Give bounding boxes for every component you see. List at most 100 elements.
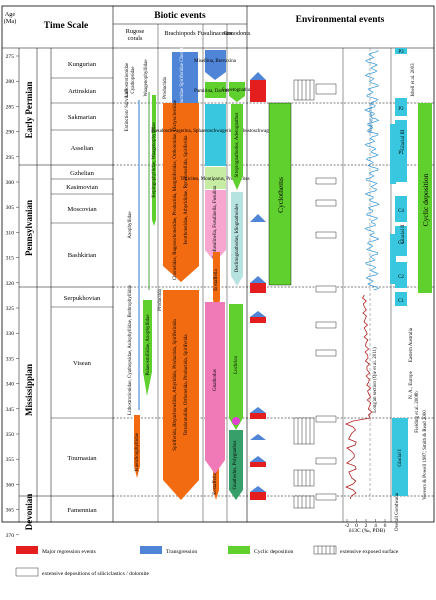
brach-blue-top bbox=[172, 52, 198, 110]
age-tick-label: 285 bbox=[6, 104, 15, 110]
rugose-extinction: Extinction/ Survival? bbox=[125, 88, 130, 131]
age-axis-ticks: 275 280 285 290 295 300 305 310 315 320 325 330 335 3… bbox=[6, 54, 19, 539]
stage-serpukhovian: Serpukhovian bbox=[64, 295, 101, 302]
legend-siliciclastics: extensive depositions of siliciclastics … bbox=[42, 570, 150, 577]
ref-gondwana: Overall Gondwana bbox=[395, 492, 400, 531]
delta-tick-label: 6 bbox=[384, 523, 387, 529]
rugose-orange-bar bbox=[134, 415, 140, 478]
biotic-title: Biotic events bbox=[154, 11, 206, 21]
period-devonian: Devonian bbox=[24, 494, 34, 531]
fus-misellina: Misellina, Brevaxina bbox=[194, 59, 237, 64]
brach-productida-top: Productida bbox=[163, 76, 168, 98]
stage-famennian: Famennian bbox=[67, 507, 97, 514]
age-tick-label: 345 bbox=[6, 407, 15, 413]
conodonts-title: Conodonts bbox=[224, 30, 251, 37]
glacial-c4: C4 bbox=[398, 209, 404, 214]
cono-lochriea-bar bbox=[229, 304, 243, 430]
fus-cyan bbox=[205, 104, 226, 166]
brach-productida: Productida bbox=[158, 288, 163, 310]
cyclothems-label: Cyclothems bbox=[276, 177, 285, 213]
rugose-kepingophyllidae: Kepingophyllidae, Waagenophyllidae bbox=[152, 122, 157, 198]
cono-declinognathodus: Declinognathodus, Idiognathoides bbox=[235, 204, 240, 273]
delta-tick-label: 0 bbox=[355, 523, 358, 529]
ref-isbell: Isbell et al. 2003 bbox=[411, 63, 416, 97]
brach-top-label: Linoproductidae Spiriferidae Chonetidae bbox=[180, 38, 185, 121]
age-tick-label: 310 bbox=[6, 230, 15, 236]
rugose-title-1: Rugose bbox=[126, 28, 145, 35]
age-tick-label: 325 bbox=[6, 306, 15, 312]
delta-tick-label: -2 bbox=[345, 523, 350, 529]
age-tick-label: 305 bbox=[6, 205, 15, 211]
period-pennsylvanian: Pennsylvanian bbox=[24, 200, 34, 256]
stage-gzhelian: Gzhelian bbox=[70, 170, 95, 177]
exposed-surface-hatch bbox=[297, 80, 311, 508]
delta-tick-label: 2 bbox=[365, 523, 368, 529]
fus-orange bbox=[213, 252, 220, 312]
exposed-surface-boxes bbox=[293, 79, 315, 509]
stage-kasimovian: Kasimovian bbox=[66, 184, 99, 191]
stage-tournasian: Tournasian bbox=[67, 455, 97, 462]
delta-axis-ticks: -2 0 2 4 6 bbox=[345, 519, 387, 529]
legend-cyclic: Cyclic deposition bbox=[254, 549, 294, 555]
age-tick-label: 275 bbox=[6, 54, 15, 60]
cono-gnathodus: Gnathodus bbox=[213, 369, 218, 391]
rugose-lithostrotionidae-list: Lithostrotionidae, Cyathopsidae, Aulophy… bbox=[128, 284, 133, 415]
cono-green-top bbox=[229, 82, 245, 102]
glacial-p2: P2 bbox=[398, 107, 404, 112]
cono-siphonodella-marker bbox=[232, 417, 240, 425]
legend-regression-swatch bbox=[16, 546, 38, 554]
glacial-bars: P3 P2 P1 C4 C3 C2 C1 Glacial III Glacial… bbox=[390, 48, 408, 496]
cono-sweetognathus: Sweetognathus bbox=[222, 88, 252, 93]
longan-label: Long'an section (Qie et al. 2011) bbox=[373, 347, 378, 413]
glacial-p1: P1 bbox=[398, 151, 404, 156]
legend-exposed: extensive exposed surface bbox=[340, 548, 399, 555]
rugose-waagen-bar bbox=[152, 95, 156, 226]
cyclic-deposition-bar bbox=[418, 103, 432, 293]
brach-lower-label: Spiriferida, Rhynchonellida, Athyridida,… bbox=[173, 319, 178, 451]
sea-level-markers bbox=[250, 72, 266, 500]
rugose-lithostrotionidae: Lithostrotionidae bbox=[125, 62, 130, 97]
fus-green bbox=[205, 82, 226, 98]
stage-moscovian: Moscovian bbox=[67, 206, 97, 213]
glacial-c2: C2 bbox=[398, 275, 404, 280]
stage-artinskian: Artinskian bbox=[68, 88, 97, 95]
period-mississippian: Mississippian bbox=[24, 364, 34, 416]
age-tick-label: 315 bbox=[6, 256, 15, 262]
rugose-axophyllidae: Axophyllidae bbox=[128, 211, 133, 239]
stage-kungurian: Kungurian bbox=[68, 61, 97, 68]
age-label-1: Age bbox=[5, 11, 16, 18]
age-label-2: (Ma) bbox=[4, 18, 16, 25]
age-tick-label: 300 bbox=[6, 180, 15, 186]
brach-base-label: Tetrabratulida, Orthotetida, Productida,… bbox=[184, 334, 189, 436]
longan-isotope-line bbox=[344, 294, 373, 500]
cono-lochriea: Lochriea bbox=[234, 355, 239, 374]
cyclothems-bar bbox=[268, 102, 292, 286]
ref-fielding: Fielding et al. 2008b bbox=[415, 391, 420, 433]
rugose-title-2: corals bbox=[128, 35, 143, 42]
cono-teal bbox=[231, 192, 243, 286]
rugose-palaeosmiliidae: Palaeosmiliidae, Axophyllidae bbox=[146, 314, 151, 376]
fus-eostaff: Eostaffella bbox=[214, 268, 219, 290]
period-early-permian: Early Permian bbox=[24, 82, 34, 139]
legend-silici-swatch bbox=[15, 567, 39, 577]
isotope-curve bbox=[344, 49, 380, 500]
chart-frame bbox=[1, 5, 435, 523]
brach-orange-mid bbox=[163, 103, 199, 282]
fus-pamirina: Pamirina, Darvasites bbox=[194, 89, 236, 94]
cono-green-bottom bbox=[229, 430, 243, 500]
legend: Major regression events Transgression Cy… bbox=[15, 545, 399, 577]
fus-fusulinella: Profusulinella, Fusulinella, Fusulina bbox=[213, 185, 218, 258]
glacial-c3: C3 bbox=[398, 241, 404, 246]
legend-transgression-swatch bbox=[140, 546, 162, 554]
brach-mid-label: Chonetidae, Rugosochonetidae, Productida… bbox=[173, 99, 178, 280]
cono-streptognathodus: Streptognathodus, Adetognathus bbox=[235, 112, 240, 177]
time-scale-title: Time Scale bbox=[44, 21, 88, 31]
rugose-cyathopsidae: Cyathopsidae bbox=[131, 66, 136, 94]
age-tick-label: 295 bbox=[6, 155, 15, 161]
age-tick-label: 320 bbox=[6, 281, 15, 287]
rugose-green-bar bbox=[143, 300, 152, 396]
rugose-waagenophyllidae: Waagenophyllidae bbox=[144, 59, 149, 97]
age-tick-label: 370 bbox=[6, 533, 15, 539]
fusulinaceans-title: Fusulinaceans bbox=[197, 30, 233, 37]
